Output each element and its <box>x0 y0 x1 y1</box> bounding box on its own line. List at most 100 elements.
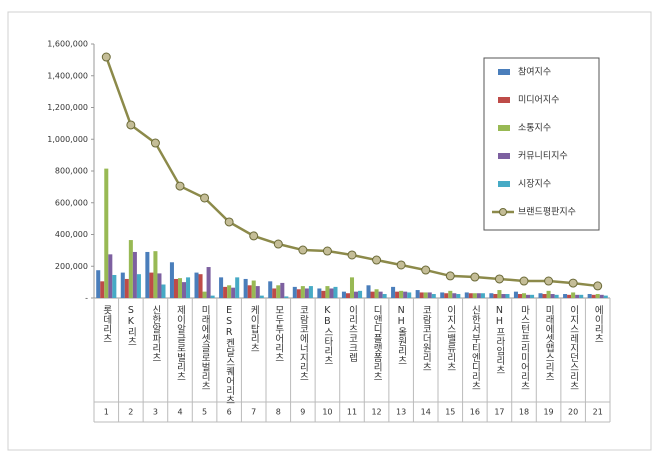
bar <box>468 293 473 298</box>
bar <box>206 267 211 298</box>
bar <box>255 286 260 298</box>
bar <box>124 278 129 298</box>
bar <box>554 294 559 298</box>
x-tick-label: 모두투어리츠 <box>273 305 284 362</box>
line-point <box>273 239 283 249</box>
bar <box>538 293 543 298</box>
line-point <box>544 276 554 286</box>
bar <box>235 277 240 298</box>
bar <box>563 294 568 298</box>
legend-label: 커뮤니티지수 <box>518 151 568 162</box>
x-tick-label: 마스턴프리미어리츠 <box>519 305 530 391</box>
bar <box>268 281 273 298</box>
bar <box>427 292 432 298</box>
line-point <box>101 52 111 62</box>
x-tick-label: 미래에셋글로벌리츠 <box>199 305 210 391</box>
bar <box>391 286 396 298</box>
bar <box>108 254 113 298</box>
bar <box>153 251 158 298</box>
bar <box>325 286 330 298</box>
bar <box>272 288 277 298</box>
bar <box>456 294 461 298</box>
rank-label: 7 <box>251 408 256 417</box>
line-point <box>568 278 578 288</box>
y-tick-label: 1,000,000 <box>47 135 88 144</box>
bar <box>145 251 150 298</box>
bar <box>444 293 449 298</box>
bar <box>542 294 547 298</box>
rank-label: 2 <box>128 408 133 417</box>
bar <box>505 294 510 298</box>
rank-label: 17 <box>494 408 504 417</box>
y-tick-label: 400,000 <box>55 230 88 239</box>
legend-swatch <box>498 181 510 187</box>
bar <box>419 292 424 298</box>
x-tick-label: 디앤디플랫폼리츠 <box>371 305 382 381</box>
bar <box>530 294 535 298</box>
bar <box>96 270 101 298</box>
legend-label: 참여지수 <box>518 66 551 78</box>
bar <box>157 273 162 298</box>
line-point <box>421 265 431 275</box>
bar <box>480 293 485 298</box>
bar <box>370 291 375 298</box>
rank-label: 9 <box>300 408 305 417</box>
x-tick-label: ESR켄달스퀘어리츠 <box>224 305 235 405</box>
y-tick-label: - <box>85 294 88 303</box>
bar <box>194 272 199 298</box>
bar <box>128 240 133 298</box>
x-tick-label: NH프라임리츠 <box>494 305 505 375</box>
bar <box>341 291 346 298</box>
y-tick-label: 1,400,000 <box>47 71 88 80</box>
legend-swatch <box>498 69 510 75</box>
bar <box>112 274 117 298</box>
y-tick-label: 200,000 <box>55 262 88 271</box>
bar <box>202 291 207 298</box>
line-point <box>494 274 504 284</box>
line-point <box>175 181 185 191</box>
bar <box>120 272 125 298</box>
x-tick-label: 이지스밸류리츠 <box>445 305 456 372</box>
bar <box>276 285 281 298</box>
x-tick-label: 롯데리츠 <box>101 305 112 343</box>
bar <box>161 284 166 298</box>
rank-label: 8 <box>276 408 281 417</box>
y-tick-label: 1,600,000 <box>47 40 88 49</box>
bar <box>517 294 522 298</box>
legend-swatch <box>498 153 510 159</box>
bar <box>358 290 363 298</box>
bar <box>231 287 236 298</box>
bar <box>186 277 191 298</box>
line-point <box>224 217 234 227</box>
legend-swatch <box>498 97 510 103</box>
bar <box>595 294 600 298</box>
legend-label: 소통지수 <box>518 123 551 134</box>
rank-label: 16 <box>470 408 480 417</box>
bar <box>366 285 371 298</box>
bar <box>210 295 215 298</box>
bar <box>132 251 137 298</box>
bar <box>476 293 481 298</box>
bar <box>526 294 531 298</box>
bar <box>317 288 322 298</box>
bar <box>403 291 408 298</box>
x-tick-label: 코람코더원리츠 <box>420 305 431 372</box>
bar <box>104 168 109 298</box>
bar <box>284 296 289 298</box>
legend-marker <box>499 208 507 216</box>
legend-swatch <box>498 125 510 131</box>
bar <box>169 262 174 298</box>
line-point <box>470 272 480 282</box>
bar <box>399 290 404 298</box>
line-point <box>150 138 160 148</box>
bar <box>587 294 592 298</box>
bar <box>296 289 301 298</box>
bar <box>407 292 412 298</box>
bar <box>198 274 203 298</box>
bar <box>571 292 576 298</box>
bar <box>329 288 334 298</box>
line-point <box>593 281 603 291</box>
rank-label: 18 <box>519 408 529 417</box>
line-point <box>396 260 406 270</box>
rank-label: 19 <box>543 408 553 417</box>
